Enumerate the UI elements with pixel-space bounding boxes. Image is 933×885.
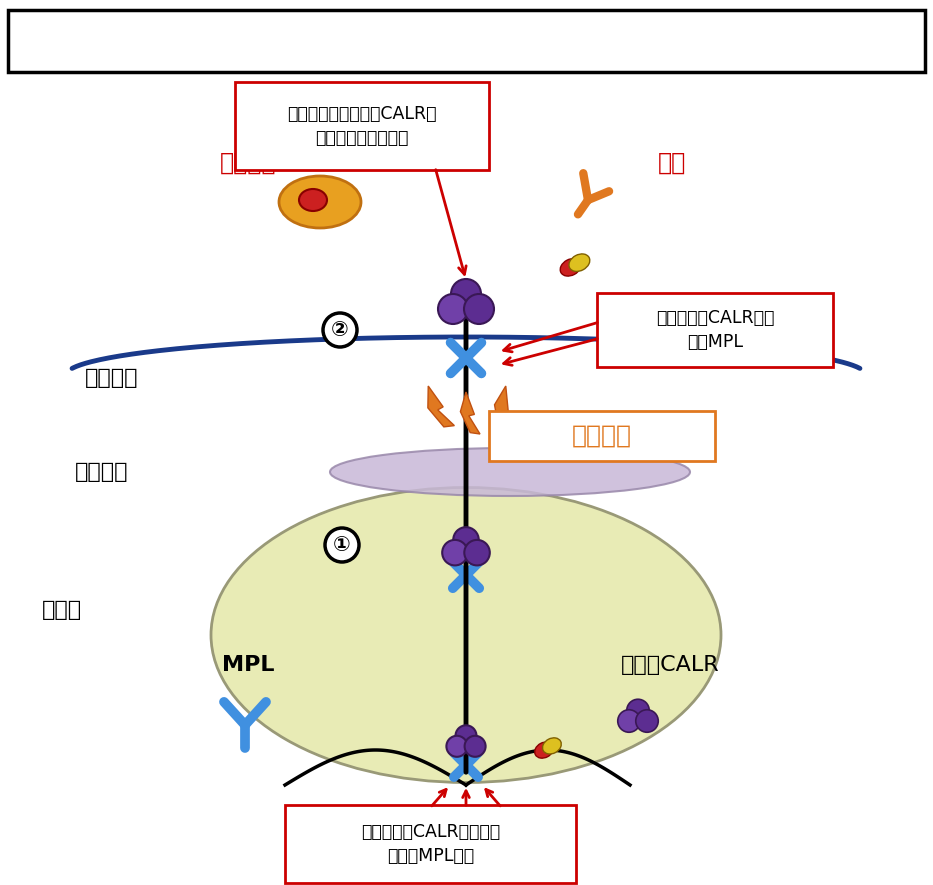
Circle shape xyxy=(442,540,467,566)
Text: 細胞表面: 細胞表面 xyxy=(85,368,138,388)
Ellipse shape xyxy=(560,258,581,276)
Circle shape xyxy=(618,710,640,732)
FancyBboxPatch shape xyxy=(285,805,576,883)
Ellipse shape xyxy=(542,738,562,754)
FancyBboxPatch shape xyxy=(597,293,833,367)
Circle shape xyxy=(465,735,485,757)
Circle shape xyxy=(451,279,481,309)
Circle shape xyxy=(325,528,359,562)
Circle shape xyxy=(455,726,477,746)
Text: MPL: MPL xyxy=(222,655,274,675)
FancyBboxPatch shape xyxy=(8,10,925,72)
Text: ②: ② xyxy=(331,320,349,340)
Polygon shape xyxy=(494,386,508,434)
Ellipse shape xyxy=(279,176,361,228)
Circle shape xyxy=(446,735,467,757)
Polygon shape xyxy=(428,386,454,427)
Text: 抗体: 抗体 xyxy=(658,151,686,175)
Text: 以突变型CALR蛋白和MPL激活机制为标靶的治疗战略: 以突变型CALR蛋白和MPL激活机制为标靶的治疗战略 xyxy=(223,27,709,55)
Circle shape xyxy=(323,313,357,347)
Text: ①: ① xyxy=(333,535,351,555)
Circle shape xyxy=(464,294,494,324)
Ellipse shape xyxy=(330,448,690,496)
Ellipse shape xyxy=(211,488,721,782)
Ellipse shape xyxy=(299,189,327,211)
Text: 抑制突变型CALR蛋白与未
成熟的MPL结合: 抑制突变型CALR蛋白与未 成熟的MPL结合 xyxy=(361,822,500,866)
Circle shape xyxy=(627,699,649,722)
FancyBboxPatch shape xyxy=(235,82,489,170)
Text: 高尔基体: 高尔基体 xyxy=(75,462,129,482)
Text: 癌変信号: 癌変信号 xyxy=(572,424,632,448)
Circle shape xyxy=(453,527,479,552)
Circle shape xyxy=(438,294,468,324)
Circle shape xyxy=(635,710,659,732)
Text: 以细胞表面的突变型CALR蛋
白为标靶的免疫攻击: 以细胞表面的突变型CALR蛋 白为标靶的免疫攻击 xyxy=(287,104,437,148)
Text: 免疫細胞: 免疫細胞 xyxy=(220,151,276,175)
Text: 抑制突变型CALR蛋白
激活MPL: 抑制突变型CALR蛋白 激活MPL xyxy=(656,309,774,351)
Text: 小胞体: 小胞体 xyxy=(42,600,82,620)
Text: 突变型CALR: 突变型CALR xyxy=(620,655,719,675)
FancyBboxPatch shape xyxy=(489,411,715,461)
Circle shape xyxy=(465,540,490,566)
Ellipse shape xyxy=(535,742,553,758)
Ellipse shape xyxy=(569,254,590,272)
Polygon shape xyxy=(460,392,480,434)
